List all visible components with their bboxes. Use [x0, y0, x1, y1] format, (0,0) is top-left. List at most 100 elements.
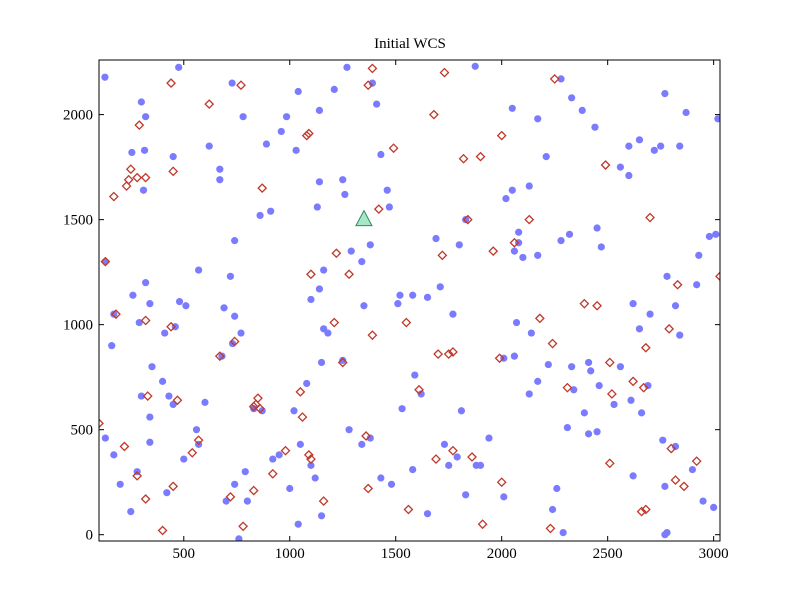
point	[494, 353, 505, 364]
point	[320, 266, 328, 274]
point	[625, 142, 633, 150]
x-tick-label: 2000	[487, 546, 517, 562]
point	[205, 142, 213, 150]
point	[519, 253, 527, 262]
point	[565, 230, 574, 238]
point	[409, 465, 417, 474]
point	[158, 377, 167, 385]
point	[691, 456, 702, 467]
point	[593, 428, 601, 436]
point	[568, 363, 576, 371]
point	[512, 318, 521, 327]
point	[657, 142, 665, 150]
point	[510, 352, 519, 360]
point	[355, 209, 373, 227]
point	[423, 510, 432, 518]
point	[462, 216, 470, 224]
point	[275, 451, 283, 459]
point	[168, 166, 179, 177]
point	[267, 207, 275, 215]
point	[629, 472, 637, 480]
point	[142, 113, 150, 121]
point	[286, 484, 294, 493]
y-tick-label: 1000	[63, 318, 93, 334]
point	[330, 85, 338, 94]
point	[127, 507, 135, 516]
point	[236, 80, 246, 91]
point	[477, 519, 488, 530]
point	[635, 325, 644, 333]
point	[439, 67, 450, 78]
point	[682, 108, 690, 117]
point	[231, 312, 239, 320]
point	[625, 171, 633, 180]
point	[306, 269, 316, 280]
point	[548, 505, 557, 514]
point	[148, 363, 156, 371]
point	[388, 143, 399, 154]
point	[292, 146, 300, 154]
point	[699, 497, 707, 505]
point	[204, 99, 215, 110]
point	[437, 250, 448, 261]
point	[557, 237, 565, 245]
point	[277, 127, 285, 136]
point	[377, 150, 385, 159]
point	[436, 283, 444, 291]
point	[534, 251, 542, 259]
point	[712, 230, 720, 238]
point	[280, 445, 291, 456]
point	[467, 452, 477, 462]
x-tick-label: 2500	[593, 546, 623, 562]
point	[568, 94, 576, 102]
point	[368, 79, 377, 87]
point	[339, 176, 347, 184]
point	[358, 258, 366, 266]
point	[403, 504, 414, 515]
point	[638, 382, 649, 393]
point	[110, 451, 118, 459]
point	[559, 528, 567, 537]
point	[471, 62, 479, 70]
point	[443, 349, 454, 359]
point	[363, 483, 374, 494]
point	[228, 79, 236, 87]
point	[398, 405, 406, 413]
point	[339, 356, 347, 364]
point	[360, 302, 368, 310]
point	[294, 520, 302, 528]
point	[664, 323, 675, 334]
point	[218, 352, 226, 360]
point	[282, 113, 291, 121]
point	[137, 392, 145, 400]
point	[458, 153, 469, 164]
point	[344, 269, 355, 280]
point	[515, 228, 523, 236]
point	[448, 347, 458, 357]
point	[125, 164, 136, 175]
point	[496, 130, 507, 141]
point	[672, 279, 683, 290]
point	[250, 405, 258, 413]
point	[488, 246, 499, 257]
point	[225, 491, 236, 502]
point	[303, 379, 311, 388]
point	[396, 291, 404, 299]
point	[635, 136, 644, 144]
point	[545, 523, 556, 534]
plot-area	[99, 62, 720, 541]
point	[311, 474, 319, 482]
point	[431, 454, 441, 465]
point	[524, 214, 535, 225]
point	[417, 390, 425, 398]
point	[423, 293, 432, 301]
point	[509, 237, 520, 248]
point	[367, 330, 378, 341]
point	[485, 434, 493, 442]
point	[324, 329, 332, 337]
point	[161, 329, 169, 337]
x-tick-label: 1000	[275, 546, 305, 562]
point	[331, 248, 342, 259]
